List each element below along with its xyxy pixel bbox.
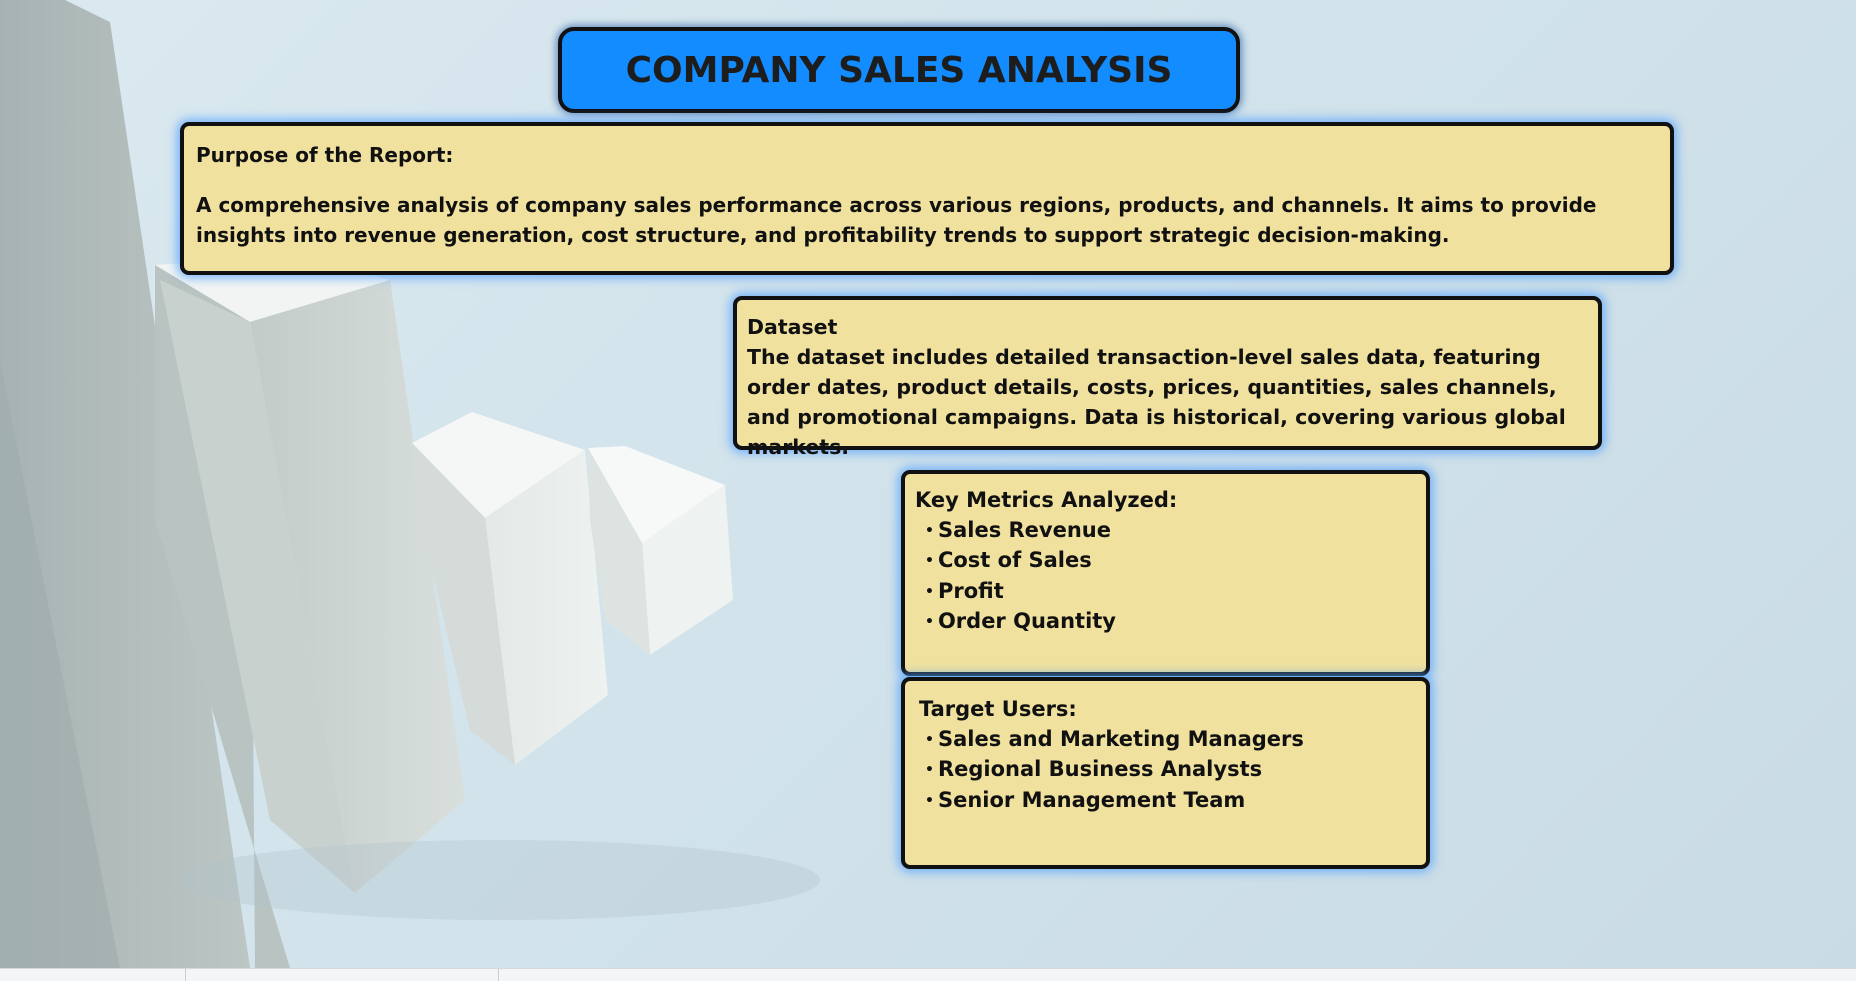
list-item: • Profit xyxy=(925,577,1416,608)
target-users-list: • Sales and Marketing Managers • Regional … xyxy=(919,725,1412,817)
bullet-icon: • xyxy=(925,523,934,539)
list-item: • Order Quantity xyxy=(925,607,1416,638)
target-users-panel: Target Users: • Sales and Marketing Manag… xyxy=(901,677,1430,869)
key-metrics-list: • Sales Revenue • Cost of Sales • Profit • O… xyxy=(915,516,1416,638)
bullet-icon: • xyxy=(925,793,934,809)
title-banner: COMPANY SALES ANALYSIS xyxy=(558,27,1240,113)
sheet-tab-strip xyxy=(0,968,1856,981)
key-metrics-heading: Key Metrics Analyzed: xyxy=(915,486,1416,516)
dataset-panel: Dataset The dataset includes detailed tr… xyxy=(733,296,1602,450)
page-title: COMPANY SALES ANALYSIS xyxy=(626,50,1173,91)
purpose-heading: Purpose of the Report: xyxy=(196,140,1658,170)
dataset-body: The dataset includes detailed transactio… xyxy=(747,342,1588,462)
key-metrics-panel: Key Metrics Analyzed: • Sales Revenue • Co… xyxy=(901,470,1430,676)
list-item: • Senior Management Team xyxy=(925,786,1412,817)
purpose-panel: Purpose of the Report: A comprehensive a… xyxy=(180,122,1674,275)
bullet-icon: • xyxy=(925,732,934,748)
bullet-icon: • xyxy=(925,553,934,569)
list-item: • Regional Business Analysts xyxy=(925,755,1412,786)
list-item: • Sales and Marketing Managers xyxy=(925,725,1412,756)
target-users-heading: Target Users: xyxy=(919,695,1412,725)
bullet-icon: • xyxy=(925,762,934,778)
bullet-icon: • xyxy=(925,584,934,600)
list-item: • Cost of Sales xyxy=(925,546,1416,577)
list-item: • Sales Revenue xyxy=(925,516,1416,547)
purpose-body: A comprehensive analysis of company sale… xyxy=(196,190,1658,250)
strip-divider xyxy=(185,969,186,981)
dataset-heading: Dataset xyxy=(747,312,1588,342)
bullet-icon: • xyxy=(925,614,934,630)
strip-divider xyxy=(498,969,499,981)
